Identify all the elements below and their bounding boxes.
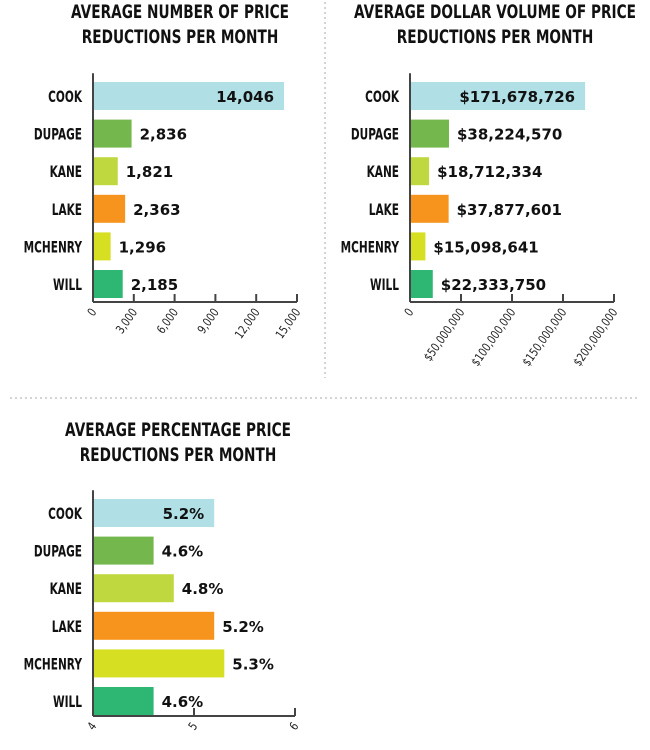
- value-label: 5.2%: [222, 618, 264, 636]
- chart-2: AVERAGE DOLLAR VOLUME OF PRICE REDUCTIONS…: [341, 1, 636, 369]
- bar-mchenry: [93, 232, 111, 261]
- x-tick-label: 0: [84, 306, 99, 319]
- chart-title: REDUCTIONS PER MONTH: [80, 444, 277, 466]
- value-label: 2,363: [133, 201, 180, 219]
- x-tick-label: 6,000: [154, 306, 182, 337]
- value-label: 5.2%: [163, 505, 205, 523]
- bar-kane: [93, 574, 174, 603]
- value-label: 4.6%: [162, 543, 204, 561]
- chart-title: AVERAGE NUMBER OF PRICE: [71, 1, 289, 23]
- value-label: 4.8%: [182, 580, 224, 598]
- category-label: COOK: [48, 505, 82, 524]
- bar-will: [410, 270, 433, 298]
- chart-1: AVERAGE NUMBER OF PRICE REDUCTIONS PER MO…: [24, 1, 304, 342]
- value-label: 14,046: [216, 88, 274, 106]
- category-label: DUPAGE: [34, 125, 82, 144]
- category-label: DUPAGE: [351, 125, 399, 144]
- x-tick-label: $100,000,000: [468, 306, 518, 369]
- category-label: COOK: [48, 88, 82, 107]
- value-label: $38,224,570: [457, 126, 562, 144]
- bar-lake: [410, 194, 449, 223]
- category-label: LAKE: [52, 201, 82, 220]
- bar-lake: [93, 611, 215, 640]
- value-label: $15,098,641: [433, 238, 538, 256]
- value-label: $18,712,334: [437, 163, 542, 181]
- value-label: 1,296: [119, 238, 166, 256]
- x-tick-label: 4: [84, 720, 99, 733]
- value-label: $37,877,601: [457, 201, 562, 219]
- chart-title: AVERAGE DOLLAR VOLUME OF PRICE: [354, 1, 636, 23]
- bar-dupage: [93, 536, 154, 565]
- bar-mchenry: [410, 232, 426, 261]
- bar-cook: [93, 499, 215, 527]
- value-label: 2,836: [140, 126, 187, 144]
- bar-will: [93, 270, 123, 298]
- category-label: KANE: [367, 163, 399, 182]
- chart-title: REDUCTIONS PER MONTH: [82, 26, 279, 48]
- category-label: COOK: [365, 88, 399, 107]
- value-label: 5.3%: [232, 655, 274, 673]
- bar-cook: [93, 82, 285, 110]
- x-tick-label: 15,000: [273, 306, 304, 342]
- chart-title: AVERAGE PERCENTAGE PRICE: [65, 419, 291, 441]
- bar-kane: [93, 157, 118, 186]
- category-label: WILL: [370, 276, 399, 295]
- category-label: MCHENRY: [341, 238, 399, 257]
- bar-dupage: [410, 119, 449, 148]
- value-label: 2,185: [131, 276, 178, 294]
- x-tick-label: $50,000,000: [421, 306, 468, 364]
- bar-lake: [93, 194, 126, 223]
- chart-3: AVERAGE PERCENTAGE PRICE REDUCTIONS PER M…: [24, 419, 302, 733]
- x-tick-label: 6: [286, 720, 301, 733]
- value-label: 4.6%: [162, 693, 204, 711]
- category-label: KANE: [50, 580, 82, 599]
- x-tick-label: 12,000: [232, 306, 263, 342]
- category-label: KANE: [50, 163, 82, 182]
- category-label: WILL: [53, 693, 82, 712]
- bar-kane: [410, 157, 430, 186]
- category-label: MCHENRY: [24, 238, 82, 257]
- bar-cook: [410, 82, 586, 110]
- category-label: MCHENRY: [24, 655, 82, 674]
- category-label: LAKE: [52, 618, 82, 637]
- chart-title: REDUCTIONS PER MONTH: [397, 26, 594, 48]
- value-label: $171,678,726: [459, 88, 575, 106]
- x-tick-label: 3,000: [113, 306, 141, 337]
- x-tick-label: 5: [185, 720, 200, 733]
- bar-dupage: [93, 119, 132, 148]
- category-label: DUPAGE: [34, 542, 82, 561]
- x-tick-label: $200,000,000: [570, 306, 620, 369]
- x-tick-label: 0: [401, 306, 416, 319]
- x-tick-label: $150,000,000: [519, 306, 569, 369]
- category-label: WILL: [53, 276, 82, 295]
- value-label: $22,333,750: [441, 276, 546, 294]
- bar-mchenry: [93, 649, 225, 678]
- value-label: 1,821: [126, 163, 173, 181]
- category-label: LAKE: [369, 201, 399, 220]
- x-tick-label: 9,000: [195, 306, 223, 337]
- bar-will: [93, 687, 154, 715]
